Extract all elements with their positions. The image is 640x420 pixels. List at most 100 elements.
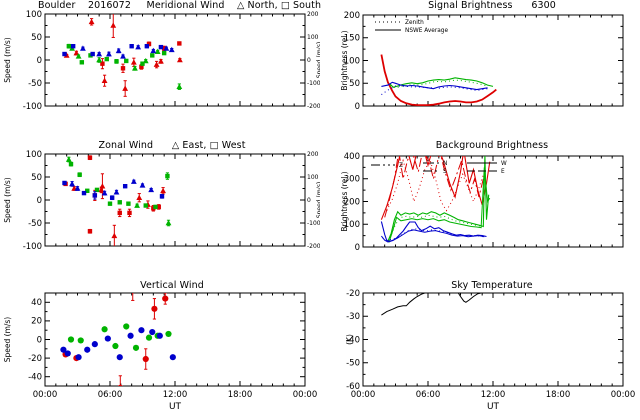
- series-bg-green-solid2: [388, 167, 491, 243]
- panel-meridional-wind: Boulder 2016072 Meridional Wind △ North,…: [0, 0, 321, 140]
- series-vertical-blue: [60, 327, 176, 361]
- panel-sky-temperature: Sky Temperature 00:00 06:00 12:00 18:00 00:0…: [320, 280, 640, 420]
- series-zonal-red: [63, 155, 166, 246]
- series-bg-red-dashdot: [384, 156, 484, 218]
- x-axis-ticks: [362, 15, 624, 106]
- plot-box: [44, 153, 306, 247]
- y-axis-ticks: [363, 14, 623, 107]
- x-tick-label: 00:00: [351, 390, 376, 400]
- y-tick-label: 200: [344, 11, 360, 21]
- y-axis-label: Brightness (rel.): [340, 171, 349, 231]
- y-axis-ticks: [45, 292, 305, 387]
- x-axis-label: UT: [169, 402, 182, 412]
- right-tick-label: 200: [307, 151, 319, 158]
- y-tick-label: 100: [344, 220, 360, 230]
- right-axis-label: Speed (m/s): [316, 42, 320, 78]
- right-tick-label: -200: [307, 103, 320, 110]
- legend-label: E: [501, 169, 505, 175]
- series-meridional-blue: [62, 44, 175, 59]
- y-tick-label: 40: [31, 298, 42, 308]
- series-bg-blue-solid2: [381, 229, 485, 243]
- x-tick-label: 00:00: [611, 390, 636, 400]
- y-axis-label: Brightness (rel.): [340, 30, 349, 90]
- legend-label: W: [501, 161, 507, 167]
- legend-label: Z: [399, 163, 403, 169]
- y-axis-ticks: [363, 155, 623, 248]
- y-axis-ticks: [45, 153, 305, 247]
- y-tick-label: -30: [346, 312, 360, 322]
- series-vertical-green: [67, 323, 172, 351]
- y-tick-label: -100: [23, 242, 42, 252]
- x-tick-label: 00:00: [33, 390, 58, 400]
- plot-box: [44, 13, 306, 107]
- y-tick-label: -50: [346, 359, 360, 369]
- x-tick-label: 00:00: [293, 390, 318, 400]
- vertical-wind-plot: 00:00 06:00 12:00 18:00 00:00 -40 -20 0 20 40 Spee…: [3, 292, 318, 412]
- panel-background-brightness: Background Brightness 0 100 200 300 400 Brigh…: [320, 140, 640, 280]
- y-tick-label: 50: [31, 33, 42, 43]
- x-tick-label: 06:00: [98, 390, 123, 400]
- y-tick-label: -20: [346, 289, 360, 299]
- series-zonal-green: [65, 156, 172, 227]
- y-tick-label: 0: [37, 335, 42, 345]
- y-tick-label: 100: [26, 10, 42, 20]
- x-tick-label: 12:00: [481, 390, 506, 400]
- y-axis-ticks: [45, 13, 305, 107]
- series-bg-red-dotted: [386, 158, 485, 212]
- right-tick-label: 100: [307, 34, 319, 41]
- signal-brightness-plot: 0 50 100 150 200 Brightness (rel.) Zenith NSWE …: [340, 11, 624, 112]
- x-tick-label: 12:00: [163, 390, 188, 400]
- y-tick-label: 50: [31, 173, 42, 183]
- x-tick-label: 18:00: [228, 390, 253, 400]
- series-signal-green-avg: [389, 77, 494, 88]
- legend-label: NSWE Average: [405, 28, 448, 34]
- y-tick-label: -50: [28, 219, 42, 229]
- right-tick-label: 0: [307, 57, 311, 64]
- y-tick-label: 200: [344, 197, 360, 207]
- y-tick-label: 100: [26, 150, 42, 160]
- zonal-wind-title: Zonal Wind △ East, □ West: [98, 140, 246, 151]
- x-tick-label: 06:00: [416, 390, 441, 400]
- y-axis-ticks: [363, 292, 623, 387]
- y-tick-label: 0: [355, 102, 360, 112]
- y-tick-label: 400: [344, 152, 360, 162]
- x-axis-ticks: [44, 154, 306, 246]
- sky-temperature-plot: 00:00 06:00 12:00 18:00 00:00-60-50-40-30-20…: [345, 289, 636, 412]
- series-sky-temp-line: [381, 293, 497, 316]
- x-axis-ticks: [362, 156, 624, 247]
- series-signal-blue-avg: [381, 81, 488, 91]
- series-bg-red-solid: [380, 156, 491, 220]
- panel-signal-brightness: Signal Brightness 6300 0 50 100 150 200 Brigh…: [320, 0, 640, 140]
- right-tick-label: -100: [307, 220, 320, 227]
- right-tick-label: 0: [307, 197, 311, 204]
- panel-zonal-wind: Zonal Wind △ East, □ West -100 -50 0 50 100 S…: [0, 140, 320, 280]
- plot-legend: Zenith NSWE Average: [375, 20, 448, 34]
- background-brightness-plot: 0 100 200 300 400 Brightness (rel.) Z NS WE: [340, 152, 624, 253]
- vertical-wind-title: Vertical Wind: [140, 280, 204, 291]
- y-tick-label: 20: [31, 317, 42, 327]
- x-tick-label: 18:00: [546, 390, 571, 400]
- y-axis-label: Speed (m/s): [3, 37, 12, 83]
- x-axis-ticks: [362, 293, 624, 386]
- plot-legend: Z NS WE: [371, 161, 507, 175]
- y-tick-label: 300: [344, 175, 360, 185]
- y-tick-label: 0: [37, 56, 42, 66]
- x-axis-ticks: [44, 14, 306, 106]
- y-tick-label: 0: [37, 196, 42, 206]
- panel-vertical-wind: Vertical Wind 00:00 06:00 12:00 18:00 00:00 -…: [0, 280, 320, 420]
- background-brightness-title: Background Brightness: [435, 140, 549, 151]
- right-axis-label: Speed (m/s): [316, 182, 320, 218]
- plot-box: [44, 292, 306, 387]
- right-tick-label: 200: [307, 11, 319, 18]
- y-tick-label: -50: [28, 79, 42, 89]
- x-axis-label: UT: [487, 402, 500, 412]
- series-signal-red-avg: [380, 54, 497, 106]
- y-tick-label: -40: [346, 335, 360, 345]
- legend-label: Zenith: [405, 20, 424, 26]
- x-axis-ticks: [44, 293, 306, 386]
- y-tick-label: -20: [28, 354, 42, 364]
- series-bg-green-solid: [387, 156, 490, 242]
- sky-temperature-title: Sky Temperature: [451, 280, 533, 291]
